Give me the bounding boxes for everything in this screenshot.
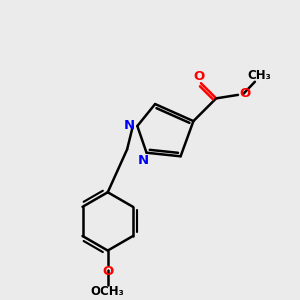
- Text: OCH₃: OCH₃: [91, 285, 124, 298]
- Text: O: O: [239, 87, 250, 100]
- Text: O: O: [194, 70, 205, 83]
- Text: N: N: [124, 119, 135, 132]
- Text: O: O: [102, 265, 113, 278]
- Text: CH₃: CH₃: [248, 69, 271, 82]
- Text: N: N: [137, 154, 148, 167]
